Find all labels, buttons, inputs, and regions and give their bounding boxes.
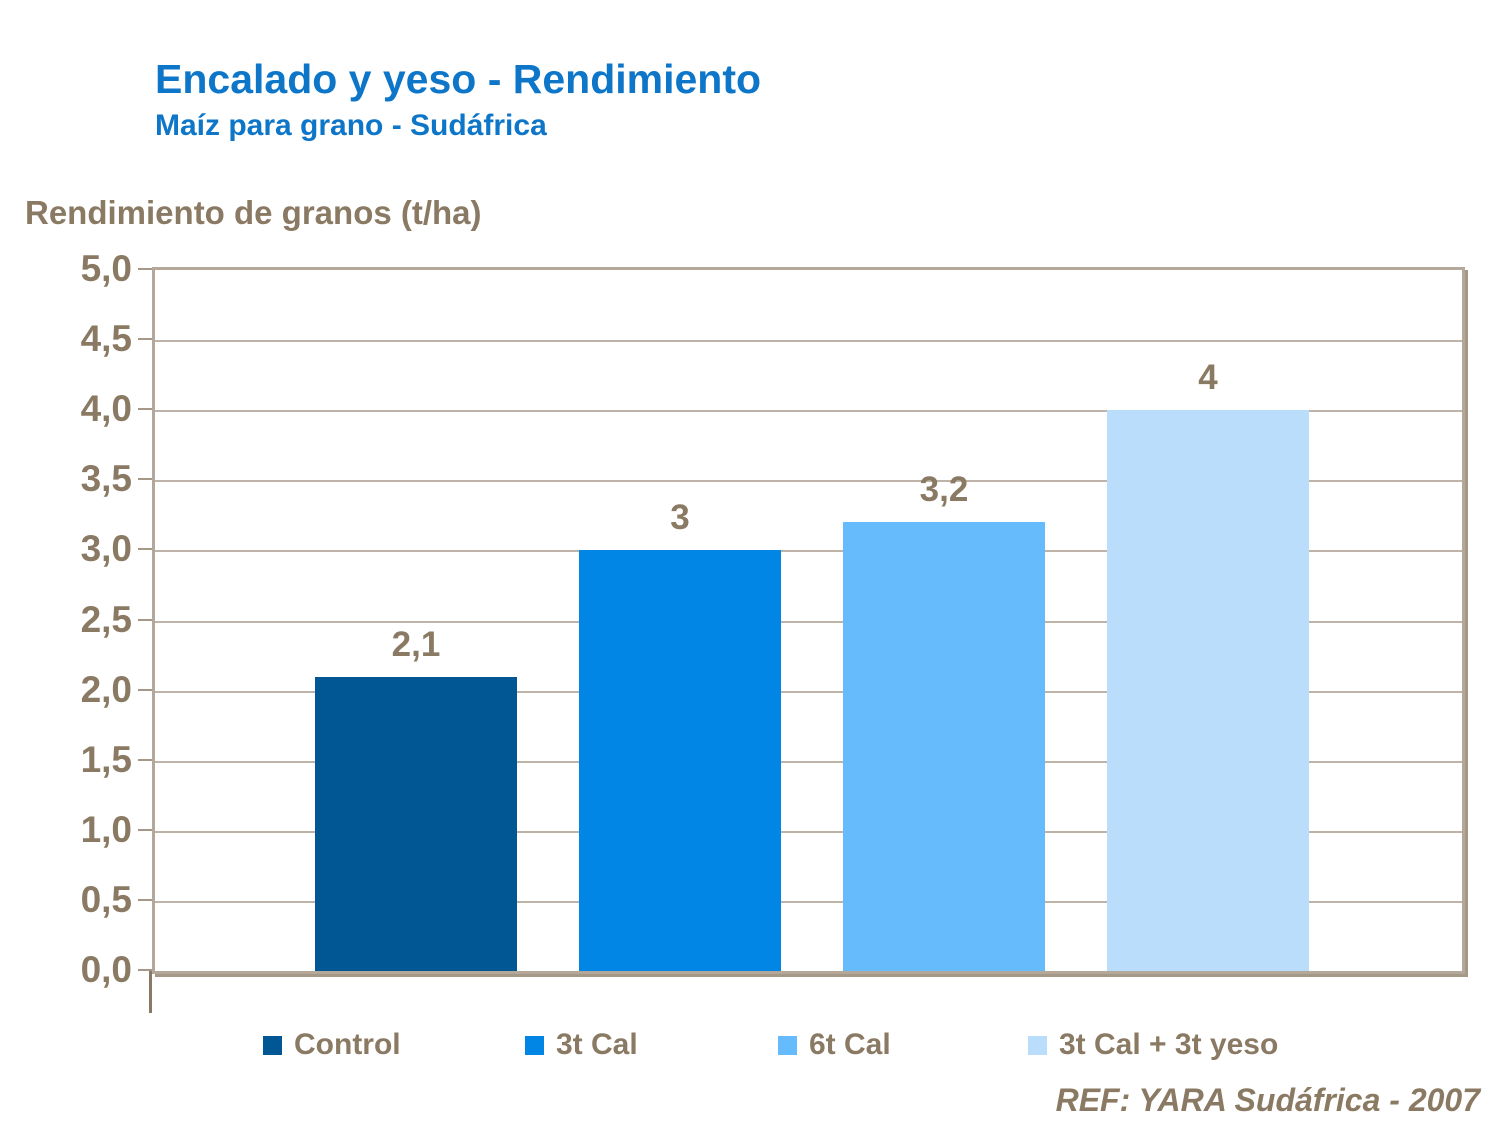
legend-item-6t-cal: 6t Cal [778, 1028, 891, 1062]
legend-item-3t-cal-3t-yeso: 3t Cal + 3t yeso [1028, 1028, 1278, 1062]
y-axis-tick-label: 0,0 [80, 949, 132, 990]
y-axis-tick-mark [138, 688, 152, 691]
legend-swatch-icon [778, 1035, 797, 1055]
gridline [155, 830, 1462, 833]
legend-label: 6t Cal [809, 1028, 891, 1061]
y-axis-tick-label: 5,0 [80, 248, 132, 289]
bar-control [315, 676, 517, 971]
y-axis-tick-label: 4,5 [80, 318, 132, 360]
legend-swatch-icon [263, 1035, 282, 1055]
y-axis-tick-mark [138, 338, 152, 341]
gridline [155, 410, 1462, 413]
y-axis-tick-mark [138, 898, 152, 901]
gridline [155, 900, 1462, 903]
gridline [155, 550, 1462, 553]
y-axis-tick-label: 1,0 [80, 808, 132, 850]
y-axis-tick-label: 3,5 [80, 458, 132, 500]
y-axis-tick-label: 2,5 [80, 598, 132, 640]
chart-plot-area: 2,1 3 3,2 4 [152, 267, 1465, 974]
y-axis-tick-mark [138, 408, 152, 411]
y-axis-tick-label: 4,0 [80, 388, 132, 430]
chart-legend: Control 3t Cal 6t Cal 3t Cal + 3t yeso [0, 1028, 1500, 1068]
y-axis-tick-mark [138, 478, 152, 481]
legend-label: Control [294, 1028, 401, 1061]
y-axis-tick-mark [138, 758, 152, 761]
bar-value-label: 4 [1198, 358, 1218, 398]
bar-6t-cal [843, 522, 1045, 971]
y-axis-tick-label: 0,5 [80, 878, 132, 920]
gridline [155, 760, 1462, 763]
bar-value-label: 3,2 [919, 470, 969, 510]
y-axis-tick-mark [138, 828, 152, 831]
y-axis-tick-mark [138, 268, 152, 270]
y-axis-tick-mark [138, 618, 152, 621]
gridline [155, 620, 1462, 623]
legend-label: 3t Cal + 3t yeso [1059, 1028, 1279, 1061]
legend-swatch-icon [1028, 1035, 1047, 1055]
legend-item-3t-cal: 3t Cal [525, 1028, 638, 1062]
gridline [155, 340, 1462, 343]
bar-3t-cal-3t-yeso [1107, 410, 1309, 971]
y-axis-tick-label: 1,5 [80, 738, 132, 780]
bar-value-label: 3 [670, 498, 690, 538]
gridline [155, 480, 1462, 483]
y-axis-title: Rendimiento de granos (t/ha) [25, 194, 482, 231]
legend-label: 3t Cal [556, 1028, 638, 1061]
bar-value-label: 2,1 [391, 624, 441, 664]
y-axis-tick-label: 2,0 [80, 668, 132, 710]
x-axis-origin-tick [149, 971, 152, 1013]
legend-item-control: Control [263, 1028, 401, 1062]
slide-subtitle: Maíz para grano - Sudáfrica [155, 109, 547, 142]
legend-swatch-icon [525, 1035, 544, 1055]
slide-title: Encalado y yeso - Rendimiento [155, 56, 762, 102]
reference-text: REF: YARA Sudáfrica - 2007 [1055, 1082, 1480, 1118]
gridline [155, 690, 1462, 693]
bar-3t-cal [579, 550, 781, 971]
y-axis-tick-mark [138, 548, 152, 551]
y-axis-tick-mark [138, 969, 152, 971]
y-axis-tick-label: 3,0 [80, 528, 132, 570]
chart-plot-inner: 2,1 3 3,2 4 [155, 270, 1462, 971]
